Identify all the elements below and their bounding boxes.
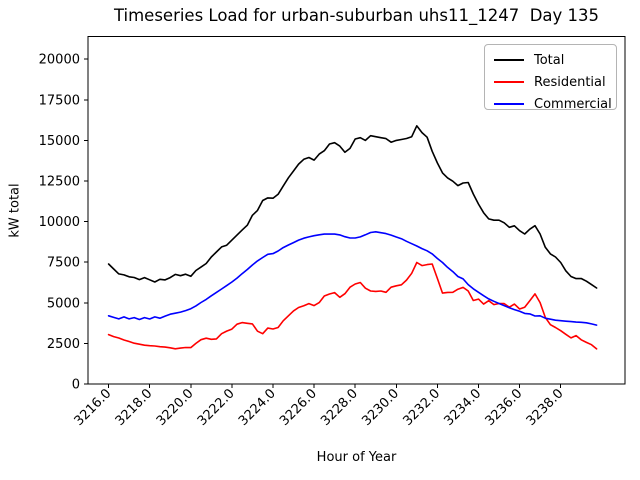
- y-tick-label: 12500: [39, 175, 80, 190]
- legend-item-residential: Residential: [485, 71, 616, 93]
- y-tick-label: 5000: [47, 296, 80, 311]
- x-tick-label: 3216.0: [72, 386, 115, 429]
- x-axis-label: Hour of Year: [316, 450, 397, 465]
- x-tick-label: 3222.0: [195, 386, 238, 429]
- y-tick-label: 10000: [39, 215, 80, 230]
- x-tick-label: 3232.0: [400, 386, 443, 429]
- legend-item-commercial: Commercial: [485, 93, 616, 115]
- commercial-line-swatch: [494, 103, 524, 105]
- x-tick-label: 3218.0: [113, 386, 156, 429]
- y-tick-label: 7500: [47, 256, 80, 271]
- legend-label-residential: Residential: [534, 74, 606, 90]
- x-tick-label: 3224.0: [236, 386, 279, 429]
- x-tick-label: 3236.0: [483, 386, 526, 429]
- y-tick-label: 2500: [47, 337, 80, 352]
- total-line: [107, 125, 598, 289]
- commercial-line: [107, 231, 598, 326]
- x-tick-label: 3220.0: [154, 386, 197, 429]
- legend-label-commercial: Commercial: [534, 96, 612, 112]
- chart-title: Timeseries Load for urban-suburban uhs11…: [113, 6, 600, 25]
- residential-line-swatch: [494, 81, 524, 83]
- residential-line: [107, 261, 598, 350]
- x-tick-label: 3228.0: [318, 386, 361, 429]
- y-axis-label: kW total: [7, 183, 23, 238]
- x-tick-label: 3234.0: [442, 386, 485, 429]
- y-tick-label: 0: [72, 378, 80, 393]
- legend-label-total: Total: [534, 52, 565, 68]
- x-tick-label: 3238.0: [524, 386, 567, 429]
- y-tick-label: 15000: [39, 134, 80, 149]
- legend-item-total: Total: [485, 49, 616, 71]
- y-tick-label: 20000: [39, 53, 80, 68]
- total-line-swatch: [494, 59, 524, 61]
- y-tick-label: 17500: [39, 93, 80, 108]
- axes-spines: [87, 36, 626, 385]
- x-tick-label: 3230.0: [359, 386, 402, 429]
- legend: Total Residential Commercial: [484, 44, 617, 111]
- x-tick-label: 3226.0: [277, 386, 320, 429]
